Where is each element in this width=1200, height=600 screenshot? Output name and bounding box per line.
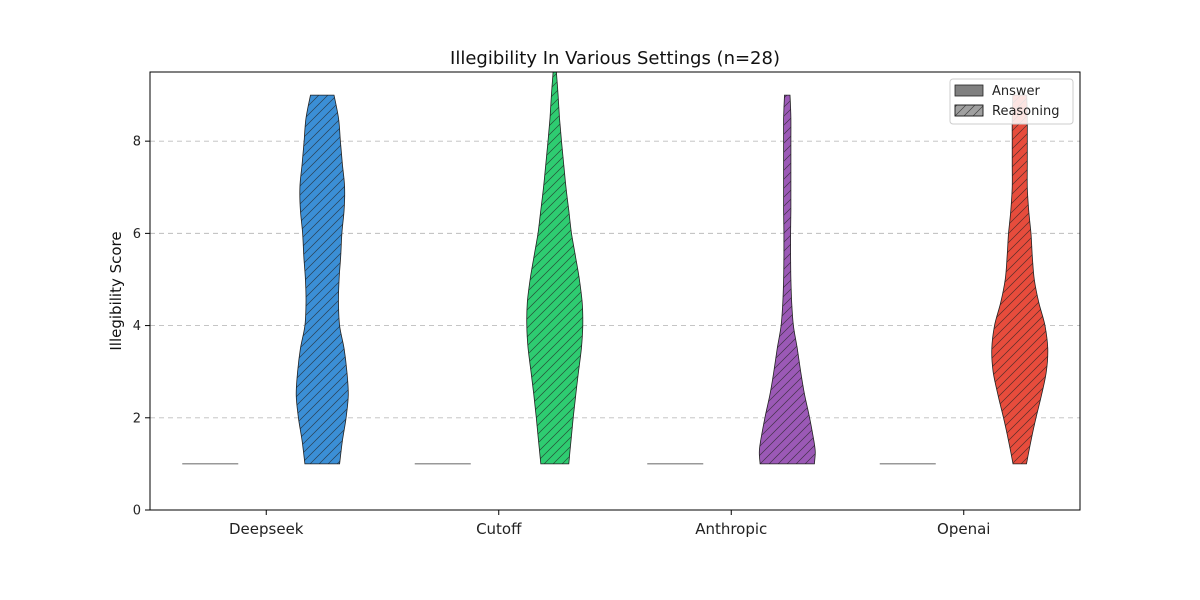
violins [182, 71, 1049, 465]
y-tick-label: 4 [133, 319, 141, 334]
y-tick-label: 8 [133, 135, 141, 150]
legend-swatch [954, 84, 984, 97]
y-tick-label: 2 [133, 411, 141, 426]
x-tick-label: Cutoff [476, 520, 522, 538]
x-tick-label: Openai [937, 520, 990, 538]
legend-label: Answer [992, 84, 1041, 99]
x-axis: Deepseek Cutoff Anthropic Openai [229, 510, 990, 538]
legend: Answer Reasoning [949, 78, 1074, 125]
y-axis-title: Illegibility Score [107, 231, 125, 350]
legend-label: Reasoning [992, 104, 1059, 119]
violin-reasoning [526, 71, 584, 465]
x-tick-label: Anthropic [695, 520, 767, 538]
y-tick-label: 6 [133, 227, 141, 242]
y-tick-label: 0 [133, 504, 141, 519]
grid-lines [150, 140, 1080, 419]
legend-swatch-hatch [954, 104, 984, 117]
violin-reasoning [758, 94, 816, 465]
plot-frame [149, 71, 1081, 511]
violin-reasoning [991, 94, 1049, 465]
violin-reasoning [295, 94, 349, 465]
x-tick-label: Deepseek [229, 520, 304, 538]
chart-title: Illegibility In Various Settings (n=28) [450, 48, 780, 69]
y-axis: 0 2 4 6 8 [133, 135, 150, 519]
